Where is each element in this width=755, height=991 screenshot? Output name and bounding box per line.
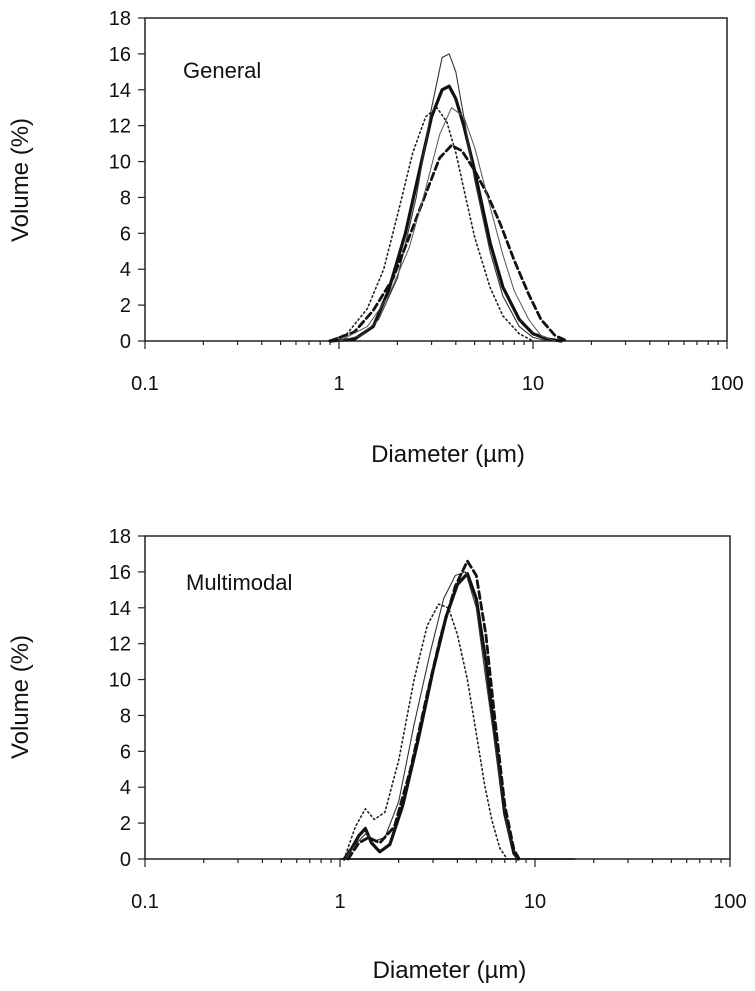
- x-tick-label: 10: [522, 373, 544, 395]
- chart-panel-2: 0 2 4 6 8 10 12 14 16 18 0.1 1 10 100 Diameter (µm) Vol…: [7, 526, 747, 984]
- y-tick-label: 16: [109, 44, 131, 66]
- series-line-2: [343, 571, 517, 860]
- y-tick-label: 14: [109, 80, 131, 102]
- series-line-4: [328, 143, 569, 343]
- series-line-3: [343, 603, 509, 860]
- chart-panel-1: 0 2 4 6 8 10 12 14 16 18 0.1 1 10 100 Diameter (µm) Vol…: [7, 8, 744, 468]
- y-tick-label: 2: [120, 813, 131, 835]
- y-tick-label: 18: [109, 8, 131, 30]
- y-tick-label: 18: [109, 526, 131, 548]
- y-tick-label: 10: [109, 152, 131, 174]
- y-tick-label: 2: [120, 295, 131, 317]
- series-line-1: [328, 84, 563, 343]
- series-line-3: [329, 106, 534, 342]
- panel-title: General: [183, 58, 261, 83]
- y-tick-label: 12: [109, 116, 131, 138]
- x-tick-label: 100: [710, 373, 743, 395]
- y-axis-title: Volume (%): [7, 118, 34, 242]
- x-tick-label: 1: [334, 891, 345, 913]
- y-tick-label: 0: [120, 331, 131, 353]
- series-line-5: [338, 107, 556, 342]
- series-line-4: [346, 559, 521, 861]
- x-tick-label: 100: [713, 891, 746, 913]
- y-tick-label: 0: [120, 849, 131, 871]
- x-axis-title: Diameter (µm): [371, 441, 525, 468]
- y-tick-label: 10: [109, 670, 131, 692]
- y-tick-label: 6: [120, 223, 131, 245]
- y-tick-label: 4: [120, 259, 131, 281]
- x-tick-label: 1: [333, 373, 344, 395]
- x-tick-label: 0.1: [131, 891, 159, 913]
- y-tick-label: 4: [120, 777, 131, 799]
- y-tick-label: 8: [120, 705, 131, 727]
- y-tick-label: 12: [109, 634, 131, 656]
- y-tick-label: 14: [109, 598, 131, 620]
- series-line-2: [338, 53, 549, 342]
- x-tick-label: 0.1: [131, 373, 159, 395]
- y-tick-label: 6: [120, 741, 131, 763]
- y-axis-title: Volume (%): [7, 635, 34, 759]
- series-line-1: [342, 572, 520, 861]
- y-tick-label: 8: [120, 187, 131, 209]
- panel-title: Multimodal: [186, 570, 292, 595]
- x-axis-title: Diameter (µm): [373, 957, 527, 984]
- plot-frame: [144, 17, 728, 342]
- x-tick-label: 10: [524, 891, 546, 913]
- y-tick-label: 16: [109, 562, 131, 584]
